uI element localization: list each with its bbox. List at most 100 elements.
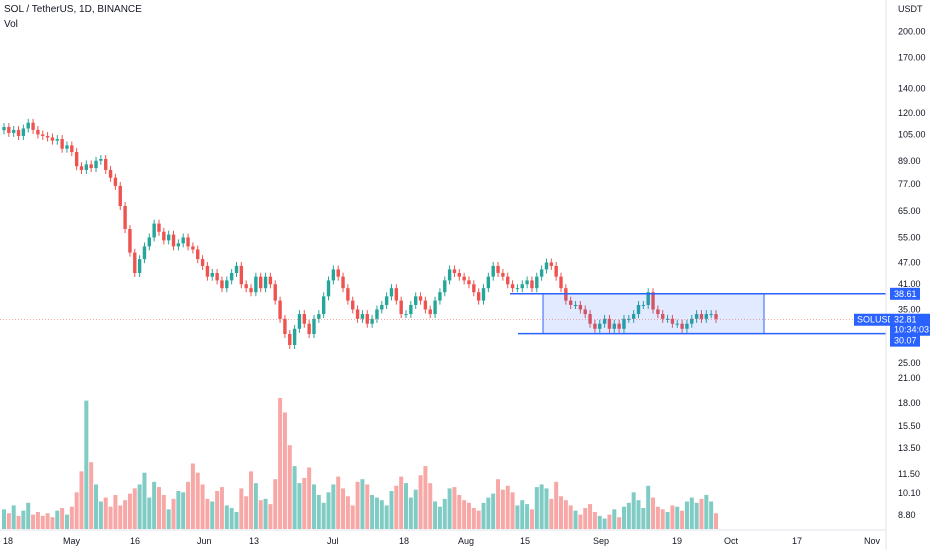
range-box-fill[interactable] (542, 293, 765, 335)
volume-bar (345, 496, 350, 529)
y-tick-label-18: 10.10 (898, 488, 921, 498)
candle-body (234, 265, 239, 273)
candle-body (249, 288, 253, 293)
candle-body (16, 129, 21, 136)
volume-bar (636, 500, 641, 529)
candle-body (525, 280, 529, 285)
candle-body (462, 276, 466, 281)
volume-bar (520, 500, 525, 529)
y-tick-label-7: 65.00 (898, 206, 921, 216)
volume-bar (505, 485, 510, 529)
volume-bar (287, 445, 292, 529)
volume-bar (249, 471, 254, 529)
candle-body (2, 127, 6, 131)
candle-body (399, 300, 403, 315)
candle-body (200, 259, 205, 266)
y-tick-label-14: 18.00 (898, 398, 921, 408)
candle-body (656, 309, 660, 315)
candle-body (549, 262, 554, 266)
chart-symbol-header: SOL / TetherUS, 1D, BINANCE (4, 4, 142, 15)
x-tick-label-5: Jul (327, 536, 339, 546)
volume-bar (74, 492, 79, 529)
x-tick-label-13: Nov (864, 536, 881, 546)
candle-body (108, 169, 113, 178)
candle-body (365, 314, 369, 324)
y-tick-label-3: 120.00 (898, 108, 926, 118)
volume-bar (607, 514, 612, 529)
candle-body (428, 309, 432, 315)
volume-bar (258, 500, 263, 529)
candle-body (11, 129, 16, 133)
candle-body (317, 314, 321, 319)
candle-body (544, 262, 549, 270)
candle-body (341, 276, 345, 289)
y-tick-label-13: 21.00 (898, 373, 921, 383)
candle-body (704, 314, 709, 319)
candle-body (336, 269, 340, 277)
volume-bar (234, 511, 239, 529)
x-tick-label-3: Jun (197, 536, 212, 546)
candle-body (394, 288, 399, 301)
volume-bar (156, 487, 161, 529)
volume-bar (282, 412, 287, 529)
candle-body (452, 269, 457, 273)
candle-body (99, 158, 103, 161)
volume-bar (525, 504, 530, 529)
y-tick-label-19: 8.80 (898, 510, 916, 520)
x-tick-label-4: 13 (249, 536, 259, 546)
x-tick-label-6: 18 (399, 536, 409, 546)
range-box[interactable] (510, 293, 886, 335)
candle-body (21, 128, 26, 136)
volume-bar (529, 509, 534, 529)
y-tick-label-16: 13.50 (898, 443, 921, 453)
candle-body (239, 265, 244, 285)
candle-body (45, 135, 50, 138)
volume-bar (195, 472, 200, 529)
candle-body (94, 160, 98, 169)
volume-bar (621, 506, 626, 529)
candle-body (447, 269, 452, 281)
volume-bar (704, 494, 709, 529)
candle-body (26, 122, 30, 129)
volume-bar (462, 500, 467, 529)
candle-body (433, 300, 437, 315)
volume-bar (268, 504, 273, 529)
candle-body (496, 265, 500, 273)
y-tick-label-10: 41.00 (898, 279, 921, 289)
volume-bar (118, 505, 123, 529)
volume-bar (360, 479, 365, 529)
volume-bar (219, 487, 224, 529)
volume-bar (437, 506, 442, 529)
volume-bar (602, 518, 607, 529)
candle-body (259, 276, 263, 289)
candle-body (568, 300, 573, 305)
y-tick-label-2: 140.00 (898, 84, 926, 94)
volume-bar (675, 506, 680, 529)
volume-bar (205, 498, 210, 529)
candle-body (481, 288, 486, 301)
candle-body (631, 314, 636, 319)
volume-bar (176, 491, 181, 529)
volume-bar (583, 508, 588, 529)
candle-body (220, 280, 224, 289)
candle-body (278, 300, 282, 319)
candle-body (171, 234, 176, 247)
volume-bar (491, 493, 496, 529)
candle-body (530, 280, 534, 289)
candle-body (225, 280, 229, 289)
x-tick-label-10: 19 (672, 536, 682, 546)
volume-bars (2, 398, 718, 529)
volume-bar (714, 513, 718, 529)
candle-body (157, 223, 161, 232)
candle-body (181, 237, 185, 244)
y-tick-label-4: 105.00 (898, 129, 926, 139)
candle-body (443, 280, 447, 293)
volume-bar (452, 487, 457, 529)
candle-body (602, 318, 607, 324)
candle-body (486, 276, 491, 289)
candle-body (520, 284, 524, 289)
volume-bar (94, 484, 99, 529)
candle-body (60, 139, 64, 149)
volume-bar (103, 497, 108, 529)
